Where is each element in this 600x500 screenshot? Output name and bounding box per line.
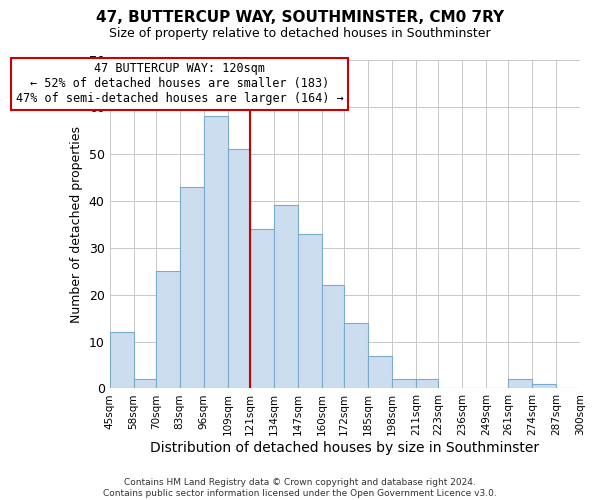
Y-axis label: Number of detached properties: Number of detached properties [70, 126, 83, 322]
Bar [203, 116, 227, 388]
Bar [344, 323, 368, 388]
Bar [298, 234, 322, 388]
Bar [274, 206, 298, 388]
Bar [156, 271, 179, 388]
Bar [322, 285, 344, 389]
Bar [110, 332, 134, 388]
Bar [179, 186, 203, 388]
Bar [416, 379, 438, 388]
Bar [250, 229, 274, 388]
Text: Contains HM Land Registry data © Crown copyright and database right 2024.
Contai: Contains HM Land Registry data © Crown c… [103, 478, 497, 498]
Bar [392, 379, 416, 388]
Bar [532, 384, 556, 388]
Text: 47 BUTTERCUP WAY: 120sqm
← 52% of detached houses are smaller (183)
47% of semi-: 47 BUTTERCUP WAY: 120sqm ← 52% of detach… [16, 62, 344, 106]
Bar [227, 149, 250, 388]
Bar [368, 356, 392, 388]
X-axis label: Distribution of detached houses by size in Southminster: Distribution of detached houses by size … [150, 441, 539, 455]
Bar [508, 379, 532, 388]
Text: Size of property relative to detached houses in Southminster: Size of property relative to detached ho… [109, 28, 491, 40]
Text: 47, BUTTERCUP WAY, SOUTHMINSTER, CM0 7RY: 47, BUTTERCUP WAY, SOUTHMINSTER, CM0 7RY [96, 10, 504, 25]
Bar [134, 379, 156, 388]
